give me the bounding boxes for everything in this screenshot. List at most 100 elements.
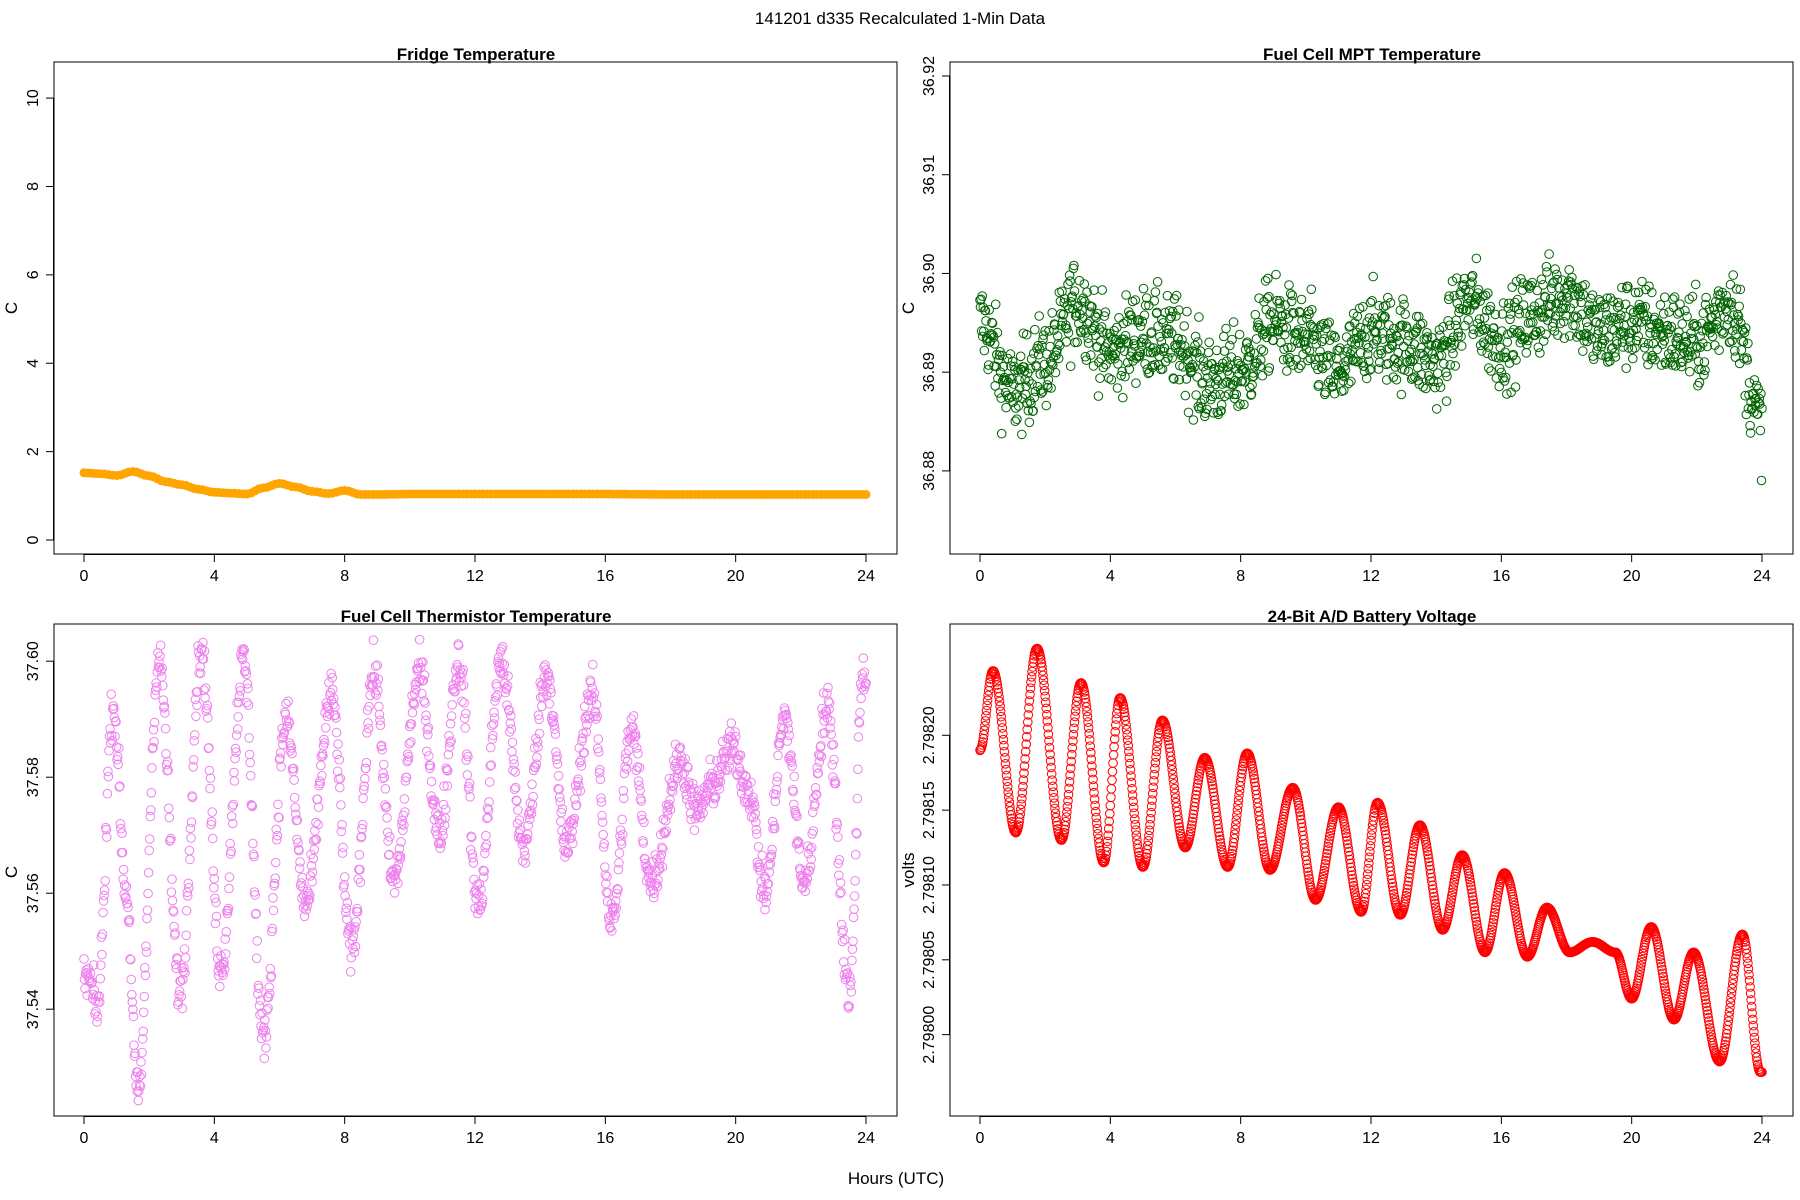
data-point: [445, 737, 455, 748]
data-point: [1277, 817, 1288, 828]
data-point: [1643, 338, 1654, 349]
x-tick-label: 20: [727, 568, 745, 585]
data-point: [1643, 359, 1653, 370]
data-point: [497, 658, 508, 669]
data-point: [180, 953, 191, 963]
data-point: [555, 797, 566, 807]
y-tick-label: 4: [25, 359, 42, 368]
data-point: [1380, 312, 1390, 322]
data-point: [1323, 841, 1333, 852]
data-point: [579, 747, 590, 758]
data-point: [781, 713, 792, 724]
data-point: [1535, 348, 1545, 358]
data-point: [1592, 341, 1603, 352]
panel-fridge-temperature-title: Fridge Temperature: [397, 45, 555, 64]
data-point: [1193, 775, 1204, 786]
data-point: [159, 701, 170, 712]
data-point: [1091, 812, 1101, 823]
data-point: [1385, 298, 1396, 308]
data-point: [1467, 270, 1478, 281]
data-point: [1367, 296, 1377, 306]
data-point: [1727, 979, 1738, 989]
data-point: [163, 803, 174, 814]
data-point: [859, 667, 870, 678]
data-point: [1145, 819, 1155, 830]
data-point: [1512, 916, 1522, 926]
data-point: [1422, 332, 1433, 342]
data-point: [1444, 291, 1454, 301]
data-point: [1087, 302, 1097, 312]
data-point: [1321, 852, 1332, 862]
data-point: [806, 842, 817, 853]
data-point: [1212, 345, 1222, 356]
data-point: [1189, 362, 1199, 373]
data-point: [506, 711, 516, 721]
data-point: [1144, 825, 1155, 836]
data-point: [89, 960, 99, 970]
data-point: [1119, 707, 1130, 718]
data-point: [1487, 921, 1498, 932]
data-point: [1216, 400, 1227, 410]
data-point: [1578, 289, 1589, 300]
data-point: [1046, 762, 1056, 773]
data-point: [1361, 879, 1372, 890]
data-point: [852, 793, 863, 804]
data-point: [846, 976, 856, 987]
data-point: [1346, 866, 1357, 877]
data-point: [1171, 311, 1181, 321]
data-point: [1162, 729, 1173, 740]
data-point: [1225, 340, 1235, 351]
data-point: [1385, 333, 1395, 344]
y-tick-label: 36.92: [921, 56, 938, 96]
data-point: [1633, 331, 1643, 342]
data-point: [1192, 372, 1202, 382]
data-point: [513, 805, 523, 815]
data-point: [983, 690, 993, 701]
data-point: [819, 716, 830, 726]
data-point: [1664, 324, 1675, 335]
data-point: [1438, 322, 1448, 332]
data-point: [1340, 825, 1351, 835]
data-point: [1319, 865, 1330, 876]
data-point: [1131, 378, 1141, 389]
data-point: [761, 897, 771, 908]
data-point: [1563, 276, 1574, 286]
data-point: [1287, 290, 1298, 301]
data-point: [1237, 765, 1248, 775]
data-point: [1256, 355, 1266, 365]
data-point: [1013, 820, 1024, 831]
data-point: [147, 763, 157, 773]
data-point: [657, 862, 668, 872]
data-point: [625, 725, 636, 735]
data-point: [254, 983, 264, 994]
data-point: [629, 732, 640, 742]
data-point: [1362, 874, 1372, 885]
panel-thermistor-temperature-x-axis: 0 4 8 12 16 20 24: [80, 1116, 875, 1147]
data-point: [1635, 964, 1646, 974]
data-point: [1658, 330, 1668, 341]
data-point: [232, 724, 243, 734]
data-point: [1702, 1009, 1713, 1019]
data-point: [849, 891, 860, 901]
data-point: [1677, 356, 1688, 367]
data-point: [1421, 383, 1431, 394]
data-point: [767, 844, 777, 855]
data-point: [1486, 927, 1497, 938]
data-point: [1155, 332, 1165, 342]
data-point: [1208, 408, 1219, 418]
data-point: [1303, 870, 1314, 881]
data-point: [1340, 822, 1350, 832]
data-point: [998, 361, 1009, 372]
data-point: [1264, 291, 1274, 302]
data-point: [422, 724, 433, 735]
data-point: [419, 670, 430, 681]
data-point: [1144, 830, 1154, 841]
data-point: [134, 1086, 144, 1096]
data-point: [1452, 298, 1463, 309]
data-point: [1142, 845, 1153, 855]
data-point: [1322, 848, 1332, 859]
data-point: [823, 696, 834, 707]
data-point: [1349, 884, 1359, 894]
data-point: [592, 711, 603, 722]
data-point: [1365, 846, 1375, 857]
